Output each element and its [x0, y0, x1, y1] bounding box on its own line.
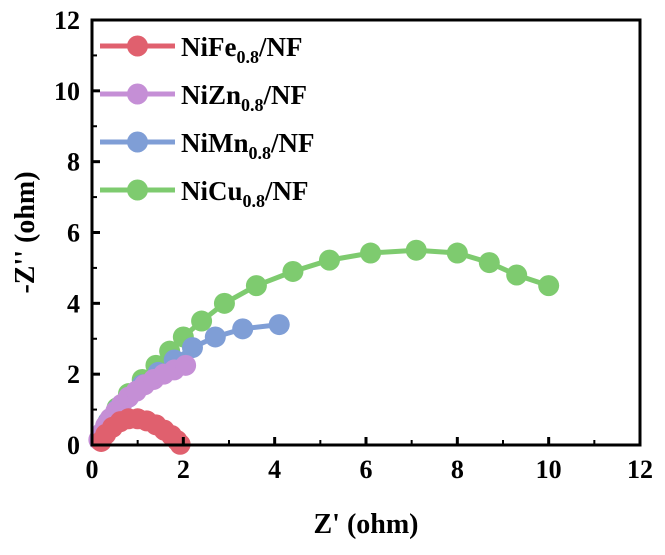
legend-label-main: NiZn [181, 80, 241, 110]
series-nife [90, 408, 191, 455]
legend-label: NiCu0.8/NF [181, 176, 309, 211]
legend-label: NiFe0.8/NF [181, 32, 302, 67]
legend-label-tail: /NF [258, 32, 303, 62]
plot-marks [88, 239, 560, 455]
data-point [478, 252, 500, 274]
legend-label-main: NiMn [181, 128, 249, 158]
legend-swatch-marker [127, 35, 148, 57]
data-point [506, 264, 528, 286]
y-tick-label: 12 [54, 6, 80, 35]
legend-swatch-marker [127, 131, 148, 153]
legend-swatch-marker [127, 83, 148, 105]
data-point [282, 260, 304, 282]
x-tick-label: 12 [627, 455, 653, 484]
data-point [213, 292, 235, 314]
data-point [175, 354, 197, 376]
data-point [232, 318, 254, 340]
legend-label-tail: /NF [263, 80, 308, 110]
legend-label: NiZn0.8/NF [181, 80, 307, 115]
y-tick-label: 8 [67, 148, 80, 177]
data-point [245, 275, 267, 297]
legend-item: NiMn0.8/NF [100, 128, 315, 163]
x-tick-label: 8 [451, 455, 464, 484]
x-tick-label: 4 [268, 455, 281, 484]
legend-label-main: NiFe [181, 32, 236, 62]
x-tick-label: 2 [177, 455, 190, 484]
y-axis: 0 2 4 6 8 10 12 [54, 6, 100, 460]
y-tick-label: 10 [54, 77, 80, 106]
legend-label-subscript: 0.8 [241, 95, 264, 115]
x-tick-label: 0 [86, 455, 99, 484]
y-tick-label: 0 [67, 431, 80, 460]
series-nicu [90, 239, 560, 445]
legend-swatch-marker [127, 179, 148, 201]
y-tick-label: 2 [67, 360, 80, 389]
data-point [318, 249, 340, 271]
data-point [204, 326, 226, 348]
legend-label-subscript: 0.8 [243, 191, 266, 211]
data-point [268, 314, 290, 336]
data-point [181, 337, 203, 359]
y-axis-title: -Z'' (ohm) [10, 171, 41, 293]
legend-label-subscript: 0.8 [249, 143, 272, 163]
x-tick-label: 10 [536, 455, 562, 484]
y-tick-label: 6 [67, 219, 80, 248]
legend-item: NiZn0.8/NF [100, 80, 307, 115]
data-point [405, 239, 427, 261]
data-point [191, 310, 213, 332]
x-tick-label: 6 [360, 455, 373, 484]
data-point [446, 242, 468, 264]
legend-item: NiFe0.8/NF [100, 32, 302, 67]
y-tick-label: 4 [67, 289, 80, 318]
x-axis: 0 2 4 6 8 10 12 [86, 437, 653, 484]
legend-label-main: NiCu [181, 176, 243, 206]
legend-label-subscript: 0.8 [236, 47, 259, 67]
legend-label-tail: /NF [264, 176, 309, 206]
legend-label-tail: /NF [270, 128, 315, 158]
plot-frame [90, 18, 642, 447]
data-point [360, 242, 382, 264]
legend-label: NiMn0.8/NF [181, 128, 315, 163]
legend-item: NiCu0.8/NF [100, 176, 309, 211]
data-point [538, 275, 560, 297]
x-axis-title: Z' (ohm) [314, 509, 419, 540]
